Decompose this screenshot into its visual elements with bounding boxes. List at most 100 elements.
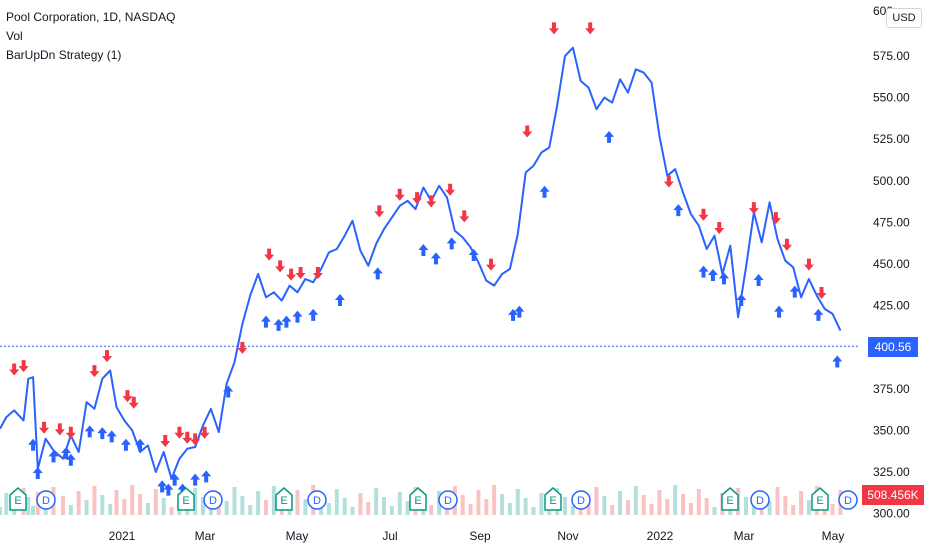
sell-arrow-icon (89, 365, 100, 378)
buy-signal-arrow (832, 355, 843, 368)
volume-indicator-label[interactable]: Vol (6, 29, 23, 43)
buy-arrow-icon (468, 249, 479, 262)
buy-arrow-icon (334, 293, 345, 306)
volume-bar (114, 490, 119, 515)
volume-bar (783, 496, 788, 515)
volume-bar (326, 503, 331, 515)
sell-signal-arrow (585, 22, 596, 35)
volume-bar (586, 501, 591, 515)
buy-arrow-icon (157, 480, 168, 493)
volume-bar (358, 493, 363, 515)
volume-bar (232, 487, 237, 515)
volume-bar (224, 501, 229, 515)
event-marker-letter: E (816, 495, 823, 507)
y-tick-label: 300.00 (873, 507, 910, 521)
sell-signal-arrow (394, 188, 405, 201)
dividend-marker: D (571, 490, 591, 510)
sell-arrow-icon (781, 238, 792, 251)
sell-arrow-icon (264, 248, 275, 261)
buy-arrow-icon (372, 267, 383, 280)
dividend-icon (36, 490, 56, 510)
sell-signal-arrow (174, 426, 185, 439)
dividend-marker: D (36, 490, 56, 510)
sell-arrow-icon (426, 195, 437, 208)
buy-signal-arrow (163, 483, 174, 496)
buy-signal-arrow (707, 268, 718, 281)
buy-arrow-icon (774, 305, 785, 318)
buy-signal-arrow (789, 285, 800, 298)
sell-arrow-icon (816, 286, 827, 299)
dividend-icon (750, 490, 770, 510)
price-axis[interactable]: 600575.00550.00525.00500.00475.00450.004… (873, 4, 910, 521)
volume-bar (767, 501, 772, 515)
buy-arrow-icon (65, 453, 76, 466)
sell-arrow-icon (486, 258, 497, 271)
buy-arrow-icon (698, 265, 709, 278)
sell-signal-arrow (459, 210, 470, 223)
buy-arrow-icon (84, 425, 95, 438)
event-marker-letter: E (549, 495, 556, 507)
sell-signal-arrow (698, 208, 709, 221)
earnings-icon (409, 487, 427, 511)
symbol-title[interactable]: Pool Corporation, 1D, NASDAQ (6, 10, 176, 24)
sell-arrow-icon (190, 433, 201, 446)
buy-arrow-icon (106, 430, 117, 443)
buy-signal-arrow (446, 237, 457, 250)
strategy-label[interactable]: BarUpDn Strategy (1) (6, 48, 122, 62)
sell-signal-arrow (54, 423, 65, 436)
volume-bar (681, 494, 686, 515)
volume-bar (271, 486, 276, 515)
buy-signal-arrow (514, 305, 525, 318)
sell-arrow-icon (102, 350, 113, 363)
buy-signal-arrow (201, 470, 212, 483)
volume-bar (0, 507, 2, 515)
sell-arrow-icon (803, 258, 814, 271)
event-marker-letter: D (444, 495, 452, 507)
sell-arrow-icon (748, 202, 759, 215)
volume-bar (492, 485, 497, 515)
price-line-series (0, 46, 842, 480)
volume-bar (138, 494, 143, 515)
earnings-icon (275, 487, 293, 511)
y-tick-label: 550.00 (873, 91, 910, 105)
volume-bar (633, 486, 638, 515)
buy-signal-arrow (260, 315, 271, 328)
volume-bar (563, 497, 568, 515)
x-tick-label: 2022 (647, 529, 674, 543)
volume-bar (688, 503, 693, 515)
sell-arrow-icon (714, 222, 725, 235)
volume-bar (374, 488, 379, 515)
volume-bar (68, 505, 73, 515)
volume-bar (649, 504, 654, 515)
y-tick-label: 325.00 (873, 465, 910, 479)
time-axis[interactable]: 2021 Mar May Jul Sep Nov 2022 Mar May (109, 529, 845, 543)
volume-bar (248, 505, 253, 515)
event-marker-letter: D (577, 495, 585, 507)
dividend-marker: D (838, 490, 858, 510)
x-tick-label: May (286, 529, 309, 543)
buy-signal-arrow (698, 265, 709, 278)
dividend-icon (571, 490, 591, 510)
sell-signal-arrow (39, 421, 50, 434)
volume-bar (665, 499, 670, 515)
x-tick-label: 2021 (109, 529, 136, 543)
volume-bar (405, 501, 410, 515)
buy-signal-arrow (308, 308, 319, 321)
sell-arrow-icon (39, 421, 50, 434)
buy-arrow-icon (177, 483, 188, 496)
sell-signal-arrow (714, 222, 725, 235)
event-marker-letter: E (726, 495, 733, 507)
volume-bar (92, 486, 97, 515)
sell-signal-arrow (9, 363, 20, 376)
sell-arrow-icon (585, 22, 596, 35)
sell-arrow-icon (770, 212, 781, 225)
volume-bar (610, 505, 615, 515)
sell-signal-arrow (486, 258, 497, 271)
volume-bar (130, 485, 135, 515)
volume-bar (775, 487, 780, 515)
sell-arrow-icon (9, 363, 20, 376)
volume-bar (145, 503, 150, 515)
currency-button[interactable]: USD (886, 8, 922, 28)
